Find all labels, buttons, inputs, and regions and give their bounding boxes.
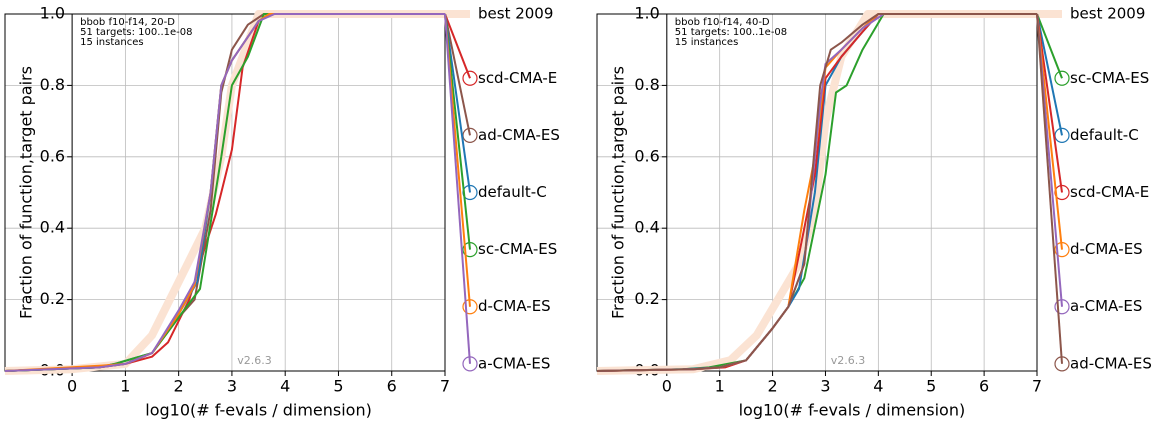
plot-frame: [596, 13, 1038, 372]
series-line: [596, 13, 1037, 372]
legend-label: best 2009: [1070, 5, 1145, 23]
legend-marker: [1054, 242, 1070, 258]
x-tick-label: 2: [767, 377, 777, 396]
y-tick-label: 0.6: [634, 146, 659, 165]
x-tick-label: 0: [662, 377, 672, 396]
annotation: 15 instances: [80, 37, 143, 48]
x-tick-label: 4: [280, 377, 290, 396]
y-tick-label: 0.2: [634, 289, 659, 308]
annotation: 51 targets: 100..1e-08: [675, 27, 787, 38]
x-tick-label: 5: [926, 377, 936, 396]
x-tick-label: 6: [979, 377, 989, 396]
legend-marker: [1054, 299, 1070, 315]
x-tick-label: 3: [227, 377, 237, 396]
legend-label: d-CMA-ES: [1070, 240, 1143, 258]
legend-marker: [462, 356, 478, 372]
legend-label: default-C: [478, 183, 547, 201]
legend-label: ad-CMA-ES: [1070, 354, 1152, 372]
y-tick-label: 0.8: [634, 75, 659, 94]
x-tick-label: 3: [820, 377, 830, 396]
series-line: [4, 13, 445, 372]
y-tick-label: 1.0: [634, 4, 659, 23]
y-axis-label: Fraction of function,target pairs: [17, 66, 36, 319]
legend-marker: [462, 242, 478, 258]
annotation: 15 instances: [675, 37, 738, 48]
legend-marker: [462, 70, 478, 86]
annotation: bbob f10-f14, 40-D: [675, 17, 770, 28]
legend-connector: [444, 13, 471, 79]
x-tick-label: 7: [1032, 377, 1042, 396]
legend-label: d-CMA-ES: [478, 297, 551, 315]
y-tick-label: 1.0: [40, 4, 65, 23]
x-tick-label: 0: [67, 377, 77, 396]
x-tick-label: 5: [333, 377, 343, 396]
y-tick-label: 0.2: [40, 289, 65, 308]
plot-frame: [4, 13, 446, 372]
legend-connector: [1036, 13, 1063, 136]
x-tick-label: 6: [387, 377, 397, 396]
y-tick-label: 0.4: [40, 218, 65, 237]
legend-marker: [1054, 356, 1070, 372]
legend-connector: [444, 13, 471, 364]
panel: 0 1 2 3 4 5 6 70.00.20.40.60.81.0 bbob f10-f14, …: [4, 4, 560, 420]
version: v2.6.3: [831, 354, 866, 367]
legend-connector: [1036, 13, 1063, 364]
legend-label: best 2009: [478, 5, 553, 23]
version: v2.6.3: [237, 354, 272, 367]
legend-label: scd-CMA-E: [478, 69, 557, 87]
series-line: [596, 10, 1037, 375]
x-tick-label: 1: [715, 377, 725, 396]
annotation: bbob f10-f14, 20-D: [80, 17, 175, 28]
panel: 0 1 2 3 4 5 6 70.00.20.40.60.81.0 bbob f10-f14, …: [596, 4, 1152, 420]
legend-connector: [444, 13, 471, 136]
plot-area: [5, 14, 445, 371]
legend-connector: [1036, 13, 1063, 79]
x-tick-label: 7: [440, 377, 450, 396]
legend-marker: [462, 299, 478, 315]
legend-label: default-C: [1070, 126, 1139, 144]
y-tick-label: 0.4: [634, 218, 659, 237]
legend-label: scd-CMA-E: [1070, 183, 1149, 201]
legend-label: a-CMA-ES: [1070, 297, 1142, 315]
legend-label: a-CMA-ES: [478, 354, 550, 372]
legend-label: sc-CMA-ES: [478, 240, 557, 258]
x-axis-label: log10(# f-evals / dimension): [739, 401, 966, 420]
x-tick-label: 1: [120, 377, 130, 396]
y-tick-label: 0.8: [40, 75, 65, 94]
legend-connector: [1036, 13, 1063, 193]
x-tick-label: 2: [174, 377, 184, 396]
x-axis-label: log10(# f-evals / dimension): [145, 401, 372, 420]
legend-connector: [444, 13, 471, 193]
y-tick-label: 0.6: [40, 146, 65, 165]
annotation: 51 targets: 100..1e-08: [80, 27, 192, 38]
legend-label: ad-CMA-ES: [478, 126, 560, 144]
legend-marker: [1054, 70, 1070, 86]
x-tick-label: 4: [873, 377, 883, 396]
series-line: [596, 13, 1037, 372]
legend-label: sc-CMA-ES: [1070, 69, 1149, 87]
y-axis-label: Fraction of function,target pairs: [609, 66, 628, 319]
